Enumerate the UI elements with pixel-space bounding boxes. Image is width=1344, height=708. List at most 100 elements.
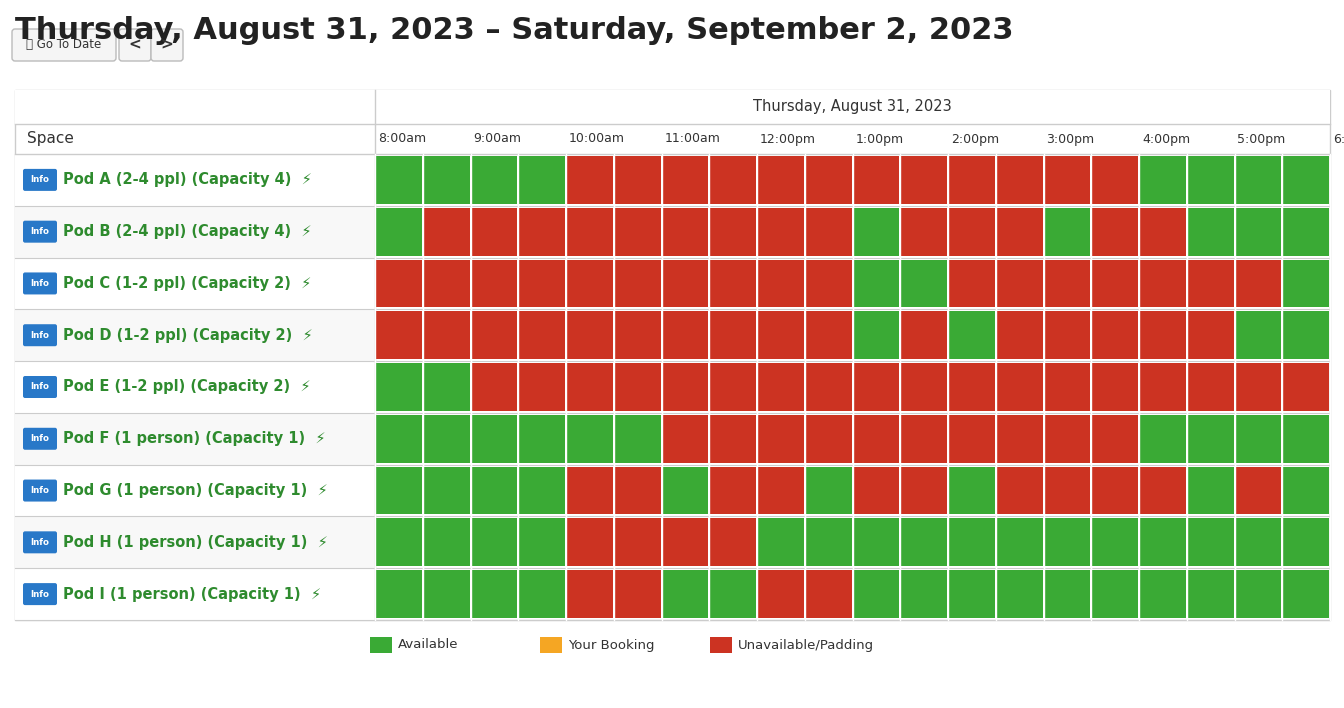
Bar [1093,363,1138,411]
Bar [472,260,517,307]
Bar [710,207,755,256]
Bar [902,467,948,515]
Bar [1093,415,1138,462]
Bar [614,415,660,462]
Bar [1188,363,1234,411]
Bar [1093,312,1138,359]
FancyBboxPatch shape [23,583,56,605]
Text: Available: Available [398,639,458,651]
Bar [423,260,469,307]
Bar [423,518,469,566]
Bar [663,467,708,515]
Bar [423,467,469,515]
Bar [15,154,375,206]
Bar [949,156,995,204]
Bar [1140,207,1185,256]
Bar [997,570,1043,618]
Bar [1140,518,1185,566]
Bar [15,90,1331,620]
Bar [1044,312,1090,359]
Bar [949,207,995,256]
Bar [949,260,995,307]
Bar [15,309,375,361]
Bar [1044,570,1090,618]
Bar [614,570,660,618]
Text: Pod G (1 person) (Capacity 1)  ⚡: Pod G (1 person) (Capacity 1) ⚡ [63,483,328,498]
Bar [1140,363,1185,411]
Bar [1188,467,1234,515]
Text: 9:00am: 9:00am [473,132,521,146]
Bar [519,467,564,515]
Bar [1044,467,1090,515]
FancyBboxPatch shape [23,221,56,243]
FancyBboxPatch shape [120,29,151,61]
Bar [1188,207,1234,256]
Bar [1044,518,1090,566]
Bar [423,415,469,462]
Bar [423,363,469,411]
Bar [1093,467,1138,515]
Bar [376,312,422,359]
Bar [1140,415,1185,462]
Bar [663,156,708,204]
Bar [758,467,804,515]
Bar [806,518,852,566]
Bar [806,467,852,515]
Text: Info: Info [31,382,50,392]
Bar [853,467,899,515]
Bar [1284,312,1329,359]
Bar [949,467,995,515]
Bar [853,207,899,256]
Text: 6:00p: 6:00p [1333,132,1344,146]
Bar [902,570,948,618]
Bar [853,156,899,204]
Bar [472,207,517,256]
Bar [423,207,469,256]
Bar [567,260,613,307]
Bar [949,570,995,618]
FancyBboxPatch shape [23,376,56,398]
Bar [853,415,899,462]
Text: Info: Info [31,434,50,443]
Bar [949,363,995,411]
Bar [997,260,1043,307]
Bar [902,518,948,566]
Bar [710,363,755,411]
Text: Unavailable/Padding: Unavailable/Padding [738,639,874,651]
Text: Info: Info [31,227,50,236]
Bar [15,464,375,516]
FancyBboxPatch shape [23,428,56,450]
Text: Pod F (1 person) (Capacity 1)  ⚡: Pod F (1 person) (Capacity 1) ⚡ [63,431,325,446]
FancyBboxPatch shape [23,531,56,554]
Bar [519,156,564,204]
Bar [853,260,899,307]
Bar [1093,570,1138,618]
Bar [376,570,422,618]
Text: Info: Info [31,486,50,495]
Bar [376,207,422,256]
Bar [614,518,660,566]
Bar [614,156,660,204]
Bar [1044,207,1090,256]
Bar [519,312,564,359]
Bar [806,363,852,411]
Bar [519,518,564,566]
Bar [423,312,469,359]
Text: 10:00am: 10:00am [569,132,625,146]
Bar [15,516,375,569]
Bar [758,312,804,359]
Bar [567,312,613,359]
Bar [1284,570,1329,618]
Bar [1188,260,1234,307]
Bar [614,363,660,411]
Text: Info: Info [31,176,50,184]
Bar [472,570,517,618]
Bar [853,312,899,359]
Bar [567,156,613,204]
Text: Info: Info [31,279,50,288]
Bar [1188,415,1234,462]
Text: 3:00pm: 3:00pm [1047,132,1094,146]
Bar [663,363,708,411]
Text: Thursday, August 31, 2023 – Saturday, September 2, 2023: Thursday, August 31, 2023 – Saturday, Se… [15,16,1013,45]
Bar [806,207,852,256]
